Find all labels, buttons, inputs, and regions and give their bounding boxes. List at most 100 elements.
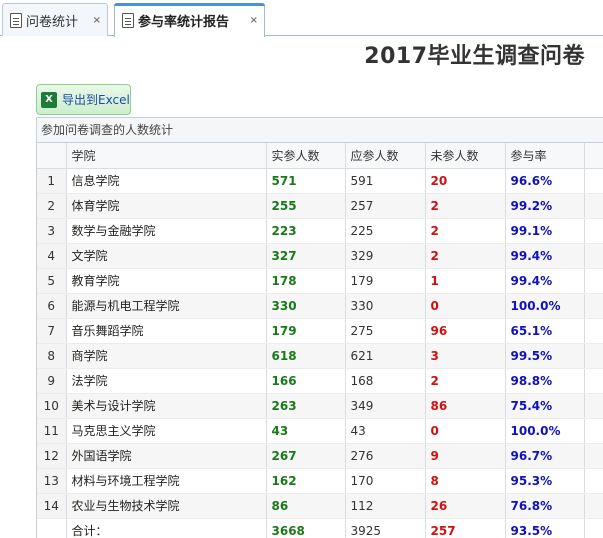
cell-expected: 349	[345, 393, 426, 419]
cell-rate: 75.4%	[505, 393, 585, 419]
cell-absent: 2	[425, 368, 506, 394]
table-row[interactable]: 13 材料与环境工程学院 162 170 8 95.3%	[37, 468, 603, 494]
table-total-row: 合计： 3668 3925 257 93.5%	[37, 517, 603, 538]
row-number: 9	[37, 368, 67, 394]
cell-absent: 0	[425, 293, 506, 319]
column-header-rate[interactable]: 参与率	[505, 143, 585, 169]
cell-rate: 100.0%	[505, 293, 585, 319]
cell-actual: 327	[266, 243, 346, 269]
cell-filler	[584, 393, 603, 419]
table-row[interactable]: 12 外国语学院 267 276 9 96.7%	[37, 443, 603, 469]
total-expected: 3925	[345, 517, 426, 538]
row-number: 4	[37, 243, 67, 269]
cell-actual: 618	[266, 343, 346, 369]
cell-filler	[584, 293, 603, 319]
cell-absent: 2	[425, 218, 506, 244]
page-title: 2017毕业生调查问卷	[364, 44, 585, 69]
close-icon[interactable]: ×	[92, 14, 101, 26]
cell-school: 文学院	[66, 243, 267, 269]
cell-school: 信息学院	[66, 168, 267, 194]
table-row[interactable]: 5 教育学院 178 179 1 99.4%	[37, 268, 603, 294]
cell-expected: 330	[345, 293, 426, 319]
cell-filler	[584, 318, 603, 344]
cell-absent: 96	[425, 318, 506, 344]
tab-label: 参与率统计报告	[138, 15, 230, 30]
cell-filler	[584, 493, 603, 519]
participation-table: 学院 实参人数 应参人数 未参人数 参与率 1 信息学院 571 591 20 96.6%…	[37, 143, 603, 538]
cell-expected: 591	[345, 168, 426, 194]
cell-expected: 170	[345, 468, 426, 494]
table-row[interactable]: 2 体育学院 255 257 2 99.2%	[37, 193, 603, 219]
cell-filler	[584, 168, 603, 194]
cell-actual: 43	[266, 418, 346, 444]
column-header-actual[interactable]: 实参人数	[266, 143, 346, 169]
export-button-label: 导出到Excel	[62, 93, 130, 107]
table-row[interactable]: 6 能源与机电工程学院 330 330 0 100.0%	[37, 293, 603, 319]
tab-label: 问卷统计	[26, 14, 79, 30]
cell-expected: 112	[345, 493, 426, 519]
cell-actual: 86	[266, 493, 346, 519]
cell-expected: 225	[345, 218, 426, 244]
cell-filler	[584, 268, 603, 294]
cell-filler	[584, 517, 603, 538]
tab-questionnaire-stats[interactable]: 问卷统计 ×	[2, 3, 108, 36]
cell-rate: 98.8%	[505, 368, 585, 394]
cell-actual: 263	[266, 393, 346, 419]
total-label: 合计：	[66, 517, 267, 538]
cell-school: 教育学院	[66, 268, 267, 294]
cell-absent: 1	[425, 268, 506, 294]
cell-filler	[584, 193, 603, 219]
table-row[interactable]: 11 马克思主义学院 43 43 0 100.0%	[37, 418, 603, 444]
document-icon	[10, 12, 22, 28]
cell-actual: 178	[266, 268, 346, 294]
cell-rate: 99.4%	[505, 243, 585, 269]
cell-expected: 621	[345, 343, 426, 369]
table-row[interactable]: 14 农业与生物技术学院 86 112 26 76.8%	[37, 493, 603, 519]
cell-actual: 330	[266, 293, 346, 319]
row-number: 1	[37, 168, 67, 194]
column-header-expected[interactable]: 应参人数	[345, 143, 426, 169]
table-row[interactable]: 8 商学院 618 621 3 99.5%	[37, 343, 603, 369]
cell-filler	[584, 243, 603, 269]
cell-school: 数学与金融学院	[66, 218, 267, 244]
table-row[interactable]: 10 美术与设计学院 263 349 86 75.4%	[37, 393, 603, 419]
cell-school: 农业与生物技术学院	[66, 493, 267, 519]
total-absent: 257	[425, 517, 506, 538]
table-row[interactable]: 7 音乐舞蹈学院 179 275 96 65.1%	[37, 318, 603, 344]
column-header-school[interactable]: 学院	[66, 143, 267, 169]
row-number: 12	[37, 443, 67, 469]
close-icon[interactable]: ×	[249, 15, 258, 26]
row-number: 8	[37, 343, 67, 369]
table-row[interactable]: 3 数学与金融学院 223 225 2 99.1%	[37, 218, 603, 244]
tab-participation-report[interactable]: 参与率统计报告 ×	[114, 3, 265, 37]
column-header-absent[interactable]: 未参人数	[425, 143, 506, 169]
cell-actual: 571	[266, 168, 346, 194]
total-rate: 93.5%	[505, 517, 585, 538]
export-excel-button[interactable]: X 导出到Excel	[36, 84, 131, 115]
cell-school: 音乐舞蹈学院	[66, 318, 267, 344]
cell-filler	[584, 443, 603, 469]
participation-grid: 参加问卷调查的人数统计 学院 实参人数 应参人数 未参人数 参与率 1 信息学院 5…	[36, 117, 603, 538]
cell-filler	[584, 368, 603, 394]
cell-school: 材料与环境工程学院	[66, 468, 267, 494]
cell-rate: 99.1%	[505, 218, 585, 244]
cell-absent: 0	[425, 418, 506, 444]
cell-expected: 329	[345, 243, 426, 269]
cell-absent: 3	[425, 343, 506, 369]
cell-rate: 76.8%	[505, 493, 585, 519]
cell-school: 法学院	[66, 368, 267, 394]
row-number: 10	[37, 393, 67, 419]
row-number-header	[37, 143, 67, 169]
cell-rate: 65.1%	[505, 318, 585, 344]
table-row[interactable]: 1 信息学院 571 591 20 96.6%	[37, 168, 603, 194]
table-row[interactable]: 9 法学院 166 168 2 98.8%	[37, 368, 603, 394]
cell-absent: 2	[425, 193, 506, 219]
cell-expected: 43	[345, 418, 426, 444]
cell-school: 能源与机电工程学院	[66, 293, 267, 319]
cell-absent: 2	[425, 243, 506, 269]
row-number: 7	[37, 318, 67, 344]
row-number: 13	[37, 468, 67, 494]
cell-school: 美术与设计学院	[66, 393, 267, 419]
cell-absent: 8	[425, 468, 506, 494]
table-row[interactable]: 4 文学院 327 329 2 99.4%	[37, 243, 603, 269]
